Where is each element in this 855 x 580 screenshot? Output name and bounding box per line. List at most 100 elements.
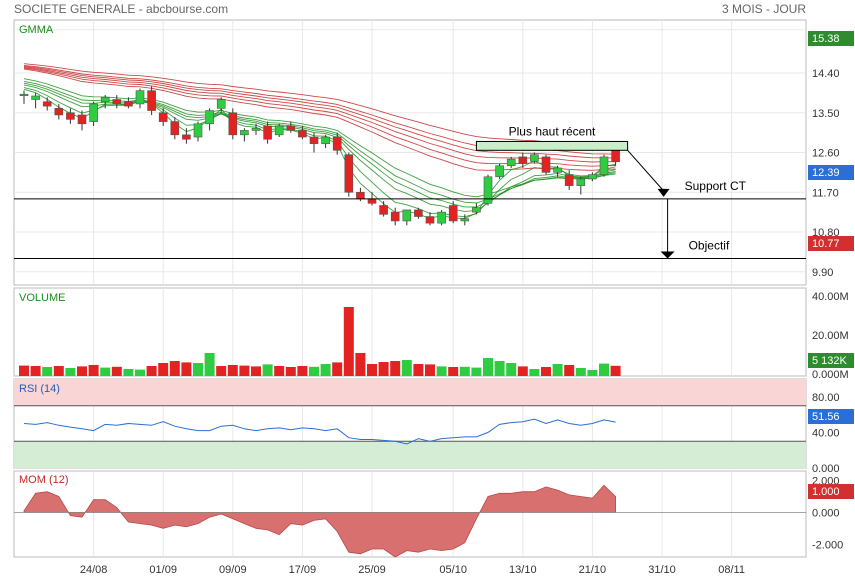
candle-up	[240, 130, 249, 136]
volume-bar	[401, 360, 412, 376]
candle-up	[495, 165, 504, 178]
volume-bar	[216, 366, 227, 376]
volume-bar	[111, 366, 122, 376]
support-label: Support CT	[685, 179, 747, 193]
rsi-zones	[14, 379, 806, 468]
candle-up	[472, 207, 481, 213]
mom-badge-text: 1.000	[812, 486, 840, 498]
x-tick-label: 01/09	[149, 564, 177, 576]
candle-up	[31, 95, 40, 100]
volume-bar	[262, 364, 273, 376]
candle-down	[228, 112, 238, 136]
volume-bar	[53, 366, 64, 376]
gmma-label: GMMA	[19, 24, 54, 36]
volume-bar	[367, 364, 377, 376]
last-price-badge-text: 12.39	[812, 167, 840, 179]
candle-down	[309, 136, 319, 144]
volume-bar	[459, 366, 470, 376]
price-tick-label: 13.50	[812, 108, 840, 120]
volume-bar	[239, 365, 250, 376]
candle-up	[100, 96, 110, 103]
candle-up	[205, 110, 214, 125]
volume-bar	[355, 353, 366, 376]
volume-bar	[529, 369, 540, 376]
candle-up	[135, 90, 145, 105]
gmma-line-40	[23, 66, 616, 163]
candle-down	[298, 130, 307, 138]
candle-up	[530, 154, 539, 162]
volume-tick-label: 40.00M	[812, 291, 849, 303]
recent-high-label: Plus haut récent	[509, 124, 596, 138]
candlesticks	[19, 86, 620, 226]
rsi-line-group	[23, 418, 616, 445]
candle-down	[356, 191, 365, 200]
candle-down	[425, 216, 435, 224]
mom-label: MOM (12)	[19, 474, 69, 486]
annotations: Plus haut récent Support CT Objectif	[14, 124, 806, 259]
x-tick-label: 25/09	[358, 564, 386, 576]
mom-badge	[808, 484, 854, 499]
volume-bar	[343, 307, 354, 376]
candle-up	[216, 99, 226, 109]
candle-up	[437, 211, 446, 224]
candle-up	[193, 123, 203, 138]
volume-bar	[158, 363, 169, 376]
volume-bar	[30, 366, 41, 376]
candle-down	[147, 90, 156, 111]
candle-up	[599, 156, 609, 175]
price-tick-label: 14.40	[812, 68, 840, 80]
objective-arrowhead	[660, 251, 675, 259]
volume-bar	[610, 365, 621, 376]
volume-bar	[564, 365, 575, 376]
volume-bar	[135, 369, 145, 376]
candle-up	[89, 103, 98, 122]
volume-bar	[506, 363, 517, 376]
candle-up	[553, 167, 562, 173]
volume-bar	[587, 370, 598, 376]
recent-high-arrow	[627, 149, 664, 192]
volume-bar	[227, 365, 238, 376]
candle-down	[414, 209, 423, 217]
candle-down	[77, 114, 87, 125]
volume-bar	[274, 366, 285, 376]
candle-down	[518, 156, 528, 164]
volume-bar	[425, 364, 435, 376]
objective-badge-text: 10.77	[812, 238, 840, 250]
volume-bar	[42, 367, 53, 376]
volume-bar	[65, 368, 76, 376]
candle-down	[286, 125, 296, 131]
volume-tick-label: 0.000M	[812, 369, 849, 381]
volume-badge	[808, 353, 854, 368]
volume-bar	[285, 367, 296, 376]
candle-down	[54, 108, 64, 116]
candle-up	[588, 174, 597, 180]
gmma-line-35	[23, 67, 616, 167]
candle-up	[321, 136, 330, 144]
x-tick-label: 09/09	[219, 564, 247, 576]
volume-bar	[320, 364, 331, 376]
volume-bar	[390, 361, 401, 376]
objective-badge	[808, 236, 854, 251]
rsi-label: RSI (14)	[19, 383, 60, 395]
price-top-badge-text: 15.38	[812, 33, 840, 45]
volume-bar	[413, 364, 424, 376]
x-tick-label: 21/10	[579, 564, 607, 576]
gmma-line-15	[23, 78, 616, 198]
candle-up	[506, 158, 516, 167]
x-tick-label: 05/10	[439, 564, 467, 576]
candle-down	[332, 136, 342, 151]
volume-bar	[297, 366, 308, 376]
gmma-line-60	[23, 63, 616, 148]
gmma-line-30	[23, 68, 616, 171]
last-price-badge	[808, 165, 854, 180]
recent-high-box	[475, 140, 629, 151]
volume-bar	[436, 366, 447, 376]
candle-down	[66, 112, 75, 120]
rsi-line	[23, 418, 616, 445]
volume-bar	[100, 367, 111, 376]
candle-up	[576, 178, 586, 186]
volume-bar	[19, 365, 29, 376]
momentum-area	[23, 484, 616, 558]
price-tick-label: 9.90	[812, 267, 833, 279]
